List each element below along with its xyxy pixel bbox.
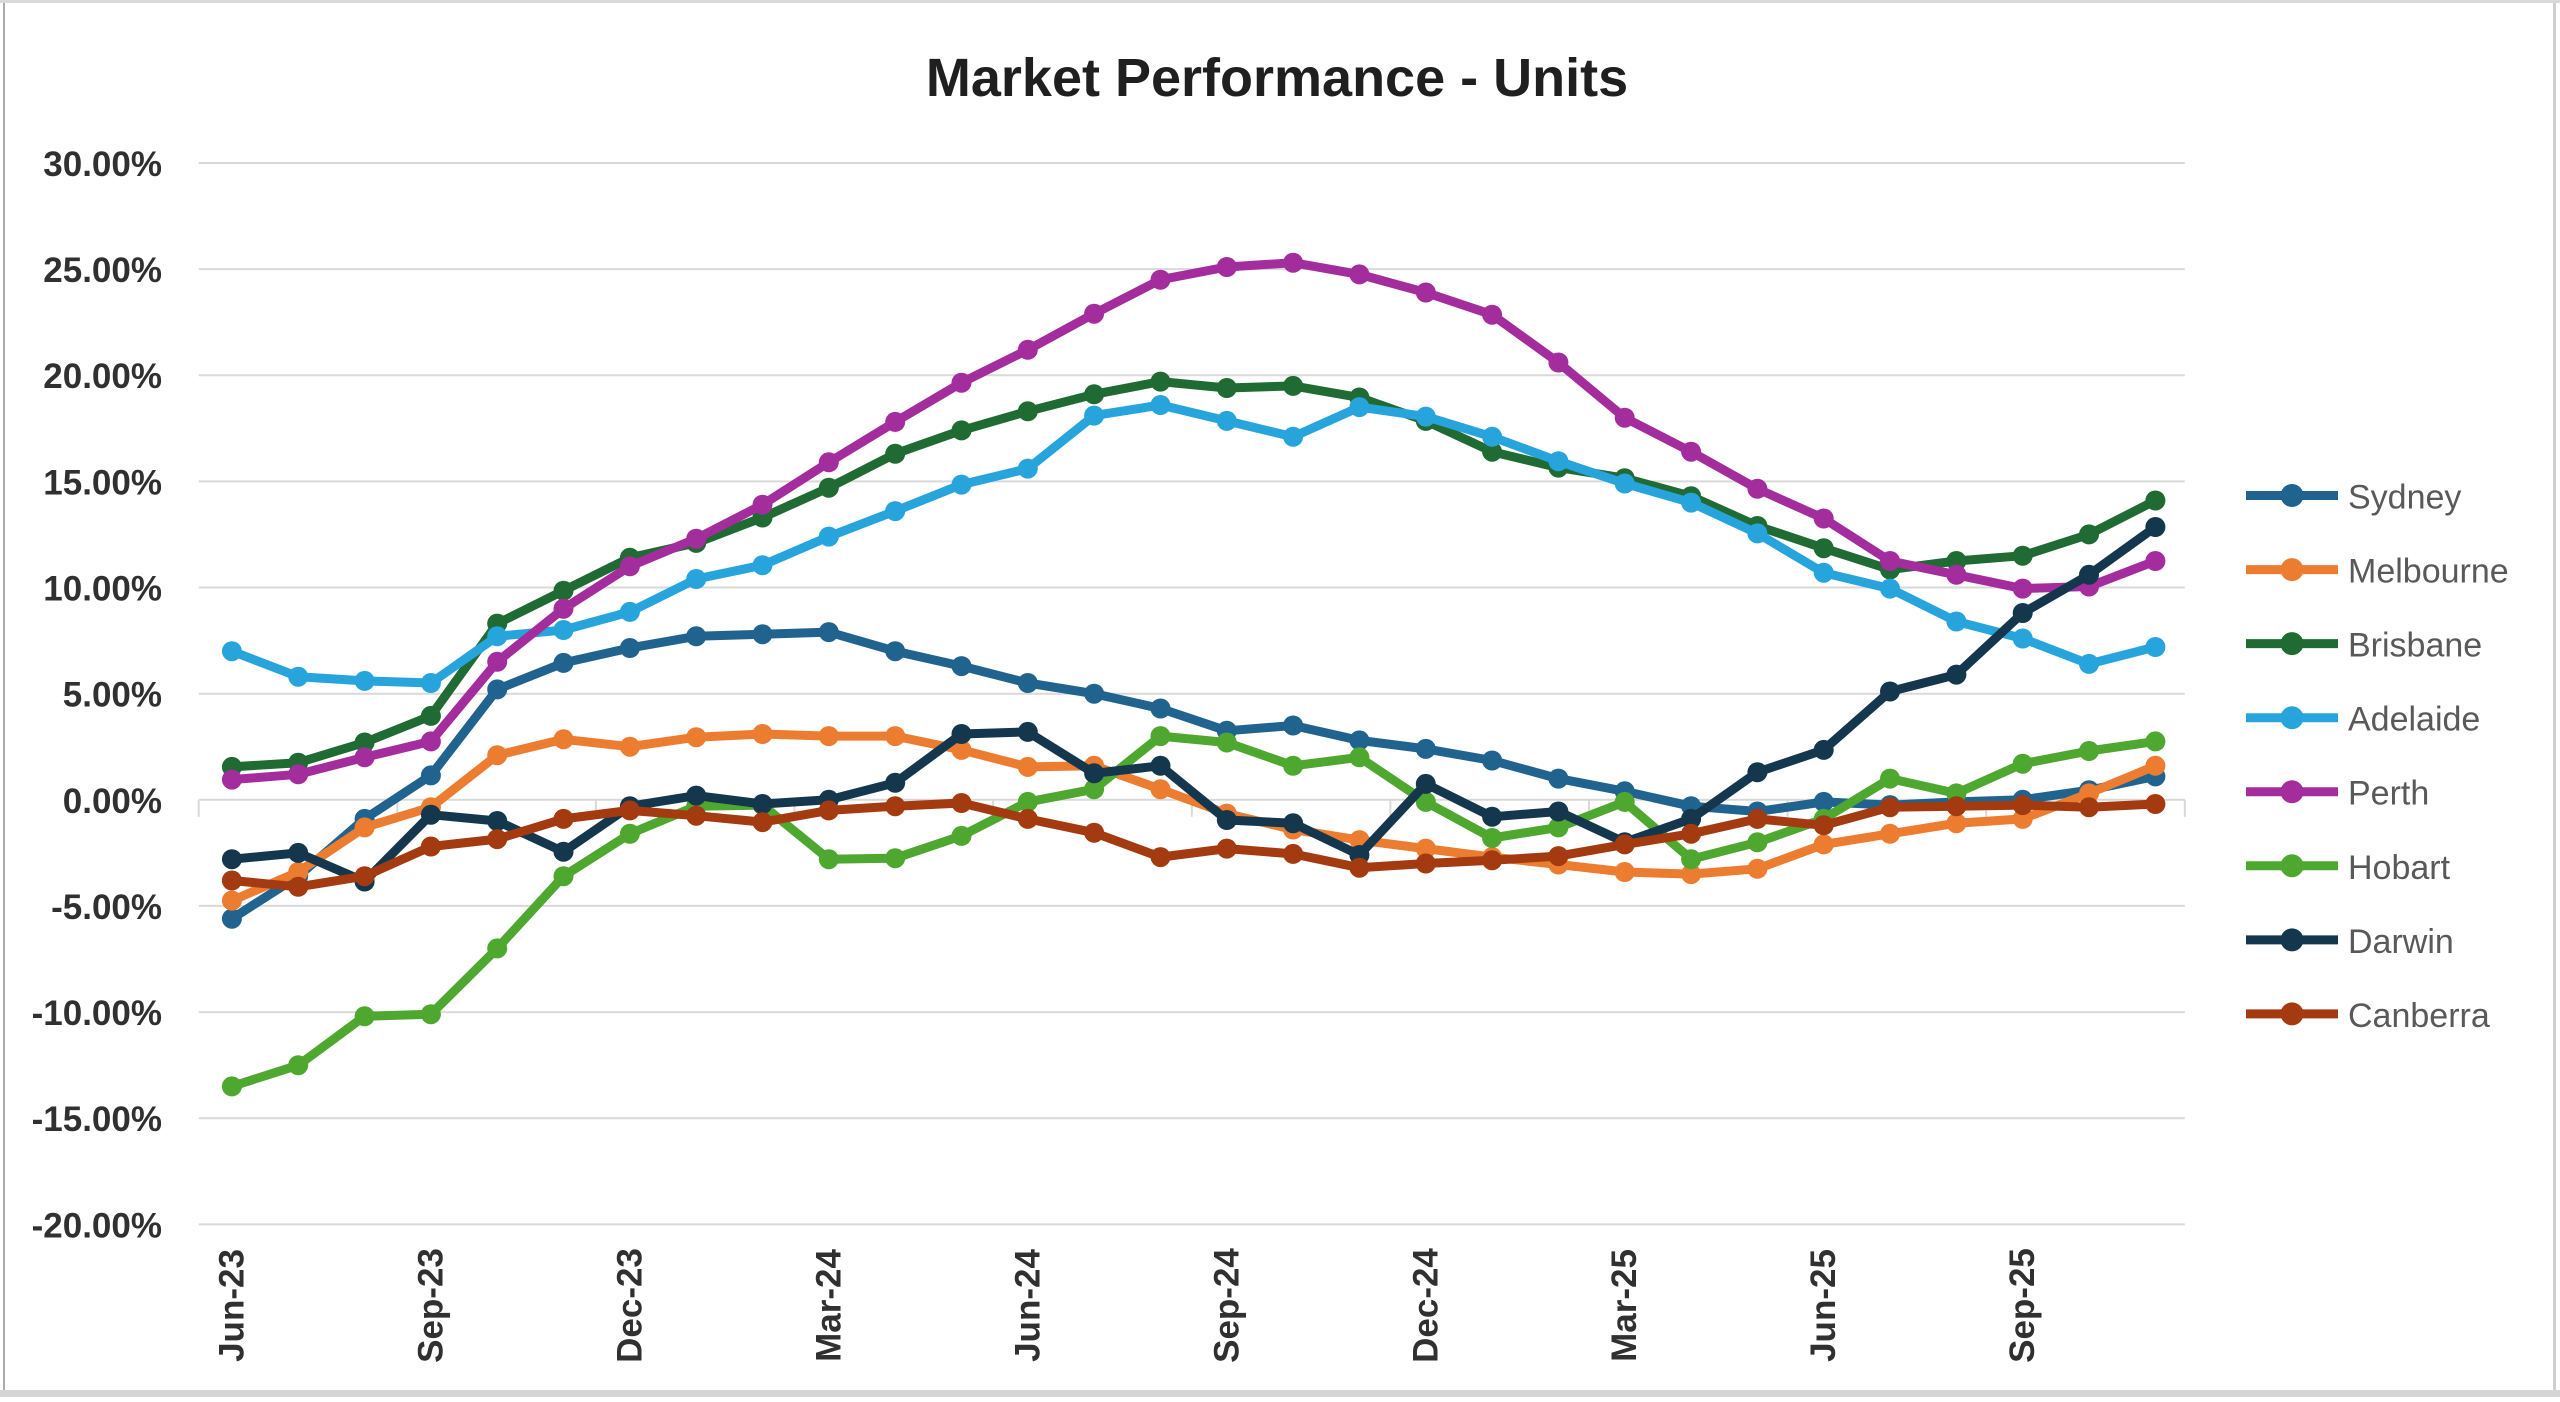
svg-text:0.00%: 0.00% (63, 782, 162, 821)
svg-text:Mar-24: Mar-24 (809, 1249, 848, 1362)
svg-text:25.00%: 25.00% (43, 251, 162, 290)
svg-text:Adelaide: Adelaide (2348, 701, 2480, 739)
svg-text:Jun-25: Jun-25 (1804, 1249, 1843, 1362)
svg-text:Sep-23: Sep-23 (411, 1248, 450, 1363)
svg-text:15.00%: 15.00% (43, 463, 162, 502)
svg-text:5.00%: 5.00% (63, 676, 162, 715)
svg-text:Perth: Perth (2348, 775, 2429, 813)
svg-text:-15.00%: -15.00% (32, 1100, 162, 1139)
svg-text:-10.00%: -10.00% (32, 994, 162, 1033)
svg-text:30.00%: 30.00% (43, 145, 162, 184)
svg-text:Sydney: Sydney (2348, 479, 2461, 517)
svg-text:Dec-23: Dec-23 (610, 1248, 649, 1363)
svg-text:Sep-25: Sep-25 (2003, 1248, 2042, 1363)
svg-text:20.00%: 20.00% (43, 357, 162, 396)
svg-text:Hobart: Hobart (2348, 849, 2451, 887)
svg-text:Darwin: Darwin (2348, 923, 2454, 961)
svg-text:Melbourne: Melbourne (2348, 553, 2509, 591)
svg-text:Market Performance - Units: Market Performance - Units (926, 48, 1628, 108)
svg-text:-20.00%: -20.00% (32, 1206, 162, 1245)
svg-text:Jun-24: Jun-24 (1008, 1249, 1047, 1362)
svg-text:Brisbane: Brisbane (2348, 627, 2482, 665)
svg-text:Jun-23: Jun-23 (212, 1249, 251, 1362)
svg-text:Sep-24: Sep-24 (1207, 1248, 1246, 1363)
svg-text:-5.00%: -5.00% (51, 888, 162, 927)
svg-text:Dec-24: Dec-24 (1406, 1248, 1445, 1363)
svg-text:Mar-25: Mar-25 (1605, 1249, 1644, 1362)
svg-text:10.00%: 10.00% (43, 570, 162, 609)
svg-text:Canberra: Canberra (2348, 997, 2490, 1035)
